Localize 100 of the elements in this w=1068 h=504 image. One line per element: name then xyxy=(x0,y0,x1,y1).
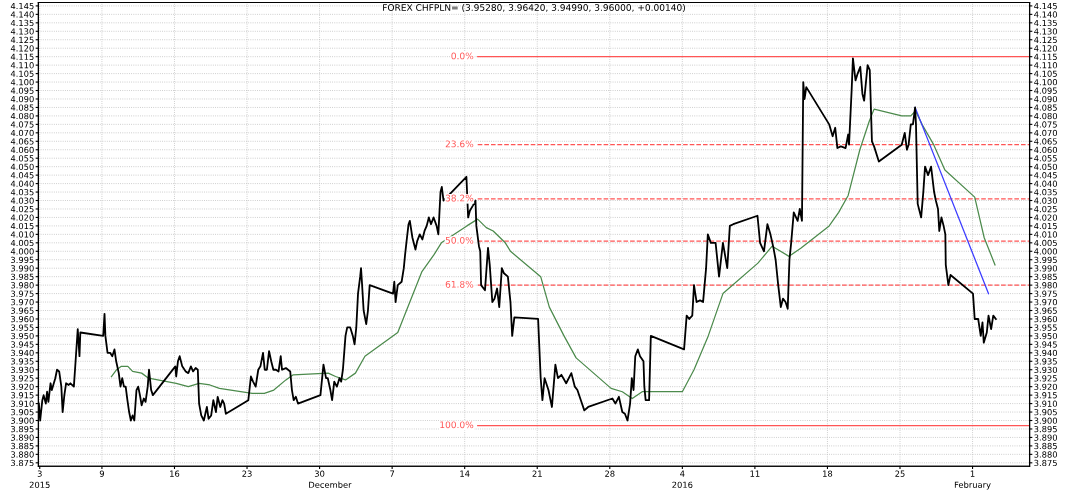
annotation: 50.0% xyxy=(445,236,474,244)
y-tick-label: 3.950 xyxy=(11,332,34,340)
y-tick-label: 4.035 xyxy=(10,189,34,196)
y-tick-label: 3.905 xyxy=(11,409,34,416)
y2-tick-label: 3.915 xyxy=(1034,392,1057,399)
y2-tick-label: 4.125 xyxy=(1034,36,1057,44)
y-tick-label: 4.145 xyxy=(10,3,34,10)
y-tick-label: 3.955 xyxy=(11,324,34,331)
x-tick-label: 23 xyxy=(242,470,252,477)
y-tick-label: 3.940 xyxy=(11,349,34,357)
x-tick-label: 14 xyxy=(460,470,470,477)
y-tick-label: 4.055 xyxy=(10,155,34,162)
y2-tick-label: 4.080 xyxy=(1034,112,1058,120)
y2-tick-label: 3.965 xyxy=(1034,307,1057,314)
y2-tick-label: 3.880 xyxy=(1034,451,1058,458)
y-tick-label: 4.000 xyxy=(10,248,34,255)
y-tick-label: 4.135 xyxy=(10,19,34,27)
y2-tick-label: 4.095 xyxy=(1034,87,1057,94)
y2-tick-label: 4.140 xyxy=(1034,11,1058,18)
y-tick-label: 4.010 xyxy=(10,231,34,238)
y2-tick-label: 4.070 xyxy=(1034,129,1058,137)
y-tick-label: 3.930 xyxy=(11,366,34,374)
x-tick-label: 1 xyxy=(970,470,975,477)
y2-tick-label: 3.980 xyxy=(1034,282,1058,289)
y-tick-label: 4.090 xyxy=(10,95,34,103)
x-tick-label: 18 xyxy=(823,470,833,477)
x2-tick-label: December xyxy=(309,481,352,488)
x-tick-label: 25 xyxy=(895,470,905,477)
y-tick-label: 3.890 xyxy=(11,434,34,441)
y-tick-label: 3.945 xyxy=(11,341,34,348)
y2-tick-label: 3.925 xyxy=(1034,375,1057,382)
y-tick-label: 3.915 xyxy=(11,392,34,399)
x-tick-label: 11 xyxy=(750,470,760,477)
y2-tick-label: 4.045 xyxy=(1034,172,1057,179)
y2-tick-label: 3.910 xyxy=(1034,400,1058,407)
y-tick-label: 4.050 xyxy=(10,163,34,170)
y-tick-label: 3.970 xyxy=(11,299,34,306)
x-tick-label: 7 xyxy=(390,470,395,477)
annotation: 23.6% xyxy=(445,140,474,148)
annotation: 0.0% xyxy=(451,52,474,60)
y-tick-label: 4.030 xyxy=(10,197,34,204)
y-tick-label: 3.975 xyxy=(11,290,34,297)
y2-tick-label: 4.090 xyxy=(1034,95,1058,103)
x2-tick-label: February xyxy=(954,481,991,490)
y2-tick-label: 4.075 xyxy=(1034,121,1057,128)
y2-tick-label: 4.025 xyxy=(1034,205,1057,213)
y2-tick-label: 4.115 xyxy=(1034,53,1057,60)
y2-tick-label: 4.055 xyxy=(1034,155,1057,162)
y-tick-label: 3.935 xyxy=(11,358,34,365)
x-tick-label: 21 xyxy=(532,470,542,477)
y2-tick-label: 4.110 xyxy=(1034,62,1058,69)
y-tick-label: 3.925 xyxy=(11,375,34,382)
x-tick-label: 4 xyxy=(680,470,685,477)
x-tick-label: 3 xyxy=(37,470,42,477)
y2-tick-label: 3.890 xyxy=(1034,434,1058,441)
annotation: 61.8% xyxy=(445,280,474,288)
y-tick-label: 3.980 xyxy=(11,282,34,289)
y-tick-label: 3.900 xyxy=(11,417,34,424)
y2-tick-label: 4.120 xyxy=(1034,45,1058,52)
y2-tick-label: 4.020 xyxy=(1034,214,1058,221)
x-tick-label: 30 xyxy=(314,470,325,477)
y-tick-label: 4.130 xyxy=(10,28,34,35)
y-tick-label: 4.125 xyxy=(10,36,34,44)
y-tick-label: 3.990 xyxy=(11,265,34,272)
y2-tick-label: 4.040 xyxy=(1034,180,1058,187)
y2-tick-label: 3.930 xyxy=(1034,366,1058,374)
y-tick-label: 4.020 xyxy=(10,214,34,221)
y-tick-label: 4.045 xyxy=(10,172,34,179)
y-tick-label: 4.085 xyxy=(10,104,34,111)
y2-tick-label: 3.945 xyxy=(1034,341,1057,348)
line-series xyxy=(110,108,996,400)
y2-tick-label: 4.145 xyxy=(1034,3,1057,10)
y-tick-label: 4.005 xyxy=(10,239,34,247)
y-tick-label: 4.105 xyxy=(10,70,34,77)
y2-tick-label: 3.970 xyxy=(1034,299,1058,306)
y2-tick-label: 4.010 xyxy=(1034,231,1058,238)
y-tick-label: 3.910 xyxy=(11,400,34,407)
y2-tick-label: 4.100 xyxy=(1034,79,1058,86)
y2-tick-label: 4.000 xyxy=(1034,248,1058,255)
x-tick-label: 28 xyxy=(605,470,615,477)
y2-tick-label: 4.135 xyxy=(1034,19,1057,27)
y2-tick-label: 3.950 xyxy=(1034,332,1058,340)
y2-tick-label: 4.050 xyxy=(1034,163,1058,170)
y-tick-label: 4.115 xyxy=(10,53,34,60)
y-tick-label: 3.885 xyxy=(11,442,34,450)
chart-title: FOREX CHFPLN= (3.95280, 3.96420, 3.94990, 3.96000, +0.00140) xyxy=(383,3,685,12)
y-tick-label: 4.080 xyxy=(10,112,34,120)
y-tick-label: 4.015 xyxy=(10,222,34,230)
y-tick-label: 3.995 xyxy=(11,256,34,264)
annotation: 38.2% xyxy=(445,194,474,202)
y2-tick-label: 3.985 xyxy=(1034,273,1057,280)
y2-tick-label: 4.130 xyxy=(1034,28,1058,35)
y-tick-label: 4.070 xyxy=(10,129,34,137)
y-tick-label: 3.920 xyxy=(11,383,34,390)
y2-tick-label: 4.015 xyxy=(1034,222,1057,230)
y2-tick-label: 3.990 xyxy=(1034,265,1058,272)
y-tick-label: 4.060 xyxy=(10,146,34,154)
y-tick-label: 4.100 xyxy=(10,79,34,86)
y2-tick-label: 3.995 xyxy=(1034,256,1057,264)
y2-tick-label: 3.960 xyxy=(1034,315,1058,323)
